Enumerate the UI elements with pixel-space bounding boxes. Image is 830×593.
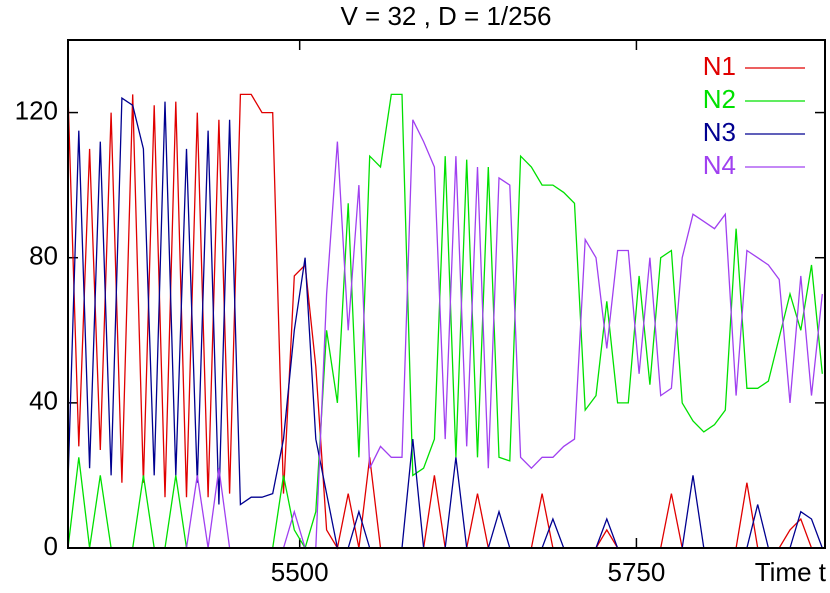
legend-label: N2 [703,84,736,114]
legend-label: N4 [703,150,736,180]
legend-label: N1 [703,51,736,81]
x-axis-label: Time t [755,557,827,587]
chart-title: V = 32 , D = 1/256 [340,1,551,31]
x-tick-label: 5750 [608,557,666,587]
y-tick-label: 80 [29,241,58,271]
y-tick-label: 40 [29,386,58,416]
series-line [68,119,823,549]
y-tick-label: 120 [15,95,58,125]
plot-frame [67,39,826,549]
legend-label: N3 [703,117,736,147]
x-tick-label: 5500 [271,557,329,587]
y-tick-label: 0 [44,531,58,561]
